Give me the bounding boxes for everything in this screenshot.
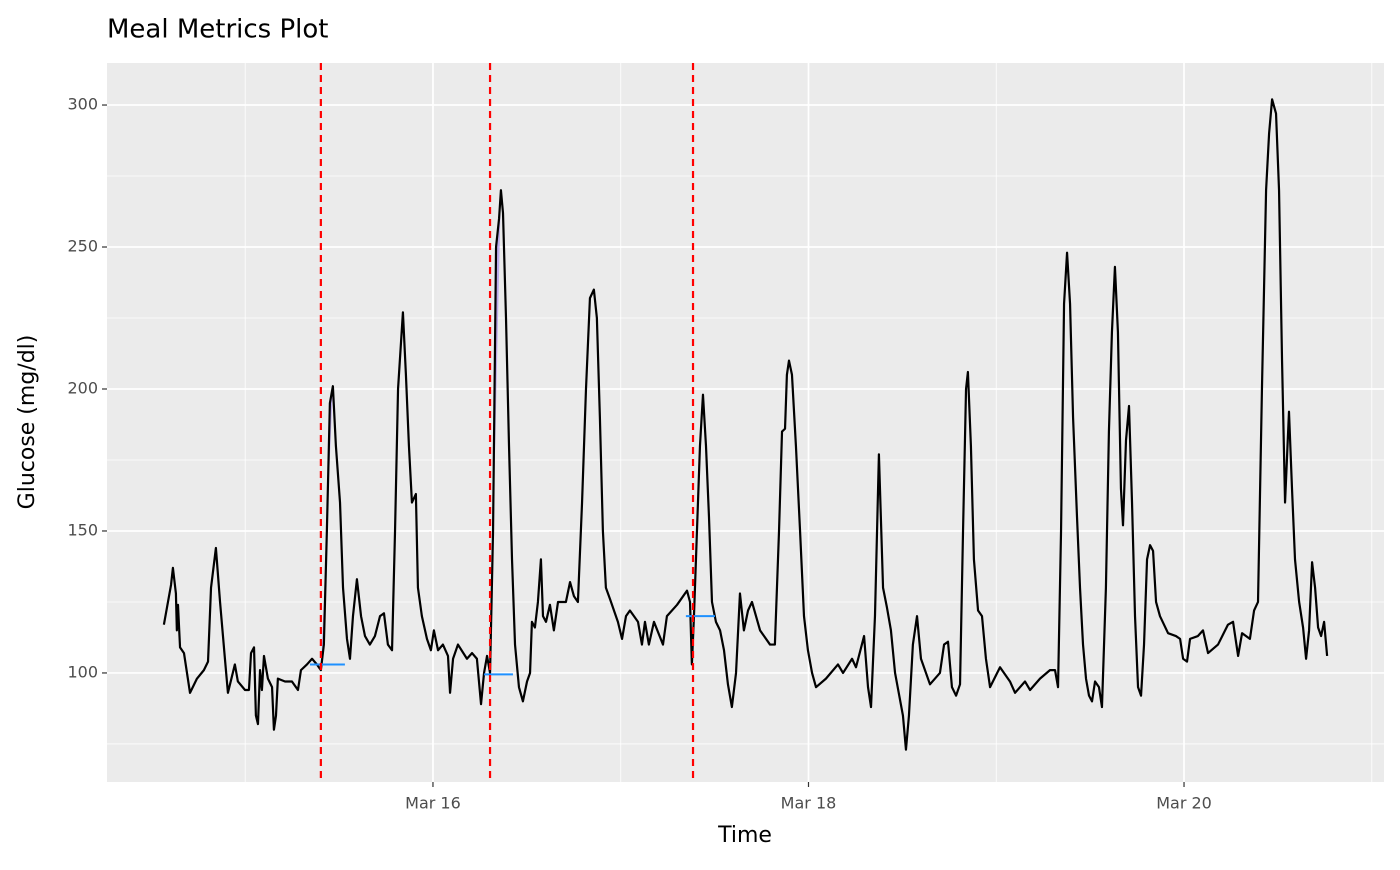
y-tick-label: 150 [67,520,98,539]
x-tick-label: Mar 16 [405,794,461,813]
rise-area [490,190,501,673]
marks [162,63,1329,782]
x-tick-label: Mar 18 [781,794,837,813]
y-tick-label: 100 [67,662,98,681]
glucose-line [162,98,1329,751]
y-tick-label: 300 [67,95,98,114]
x-axis-title: Time [717,823,772,848]
x-tick-label: Mar 20 [1156,794,1212,813]
plot-panel [107,63,1384,782]
rise-area [320,386,333,671]
chart-title: Meal Metrics Plot [107,15,329,45]
y-tick-label: 200 [67,378,98,397]
y-axis-title: Glucose (mg/dl) [15,335,40,510]
y-tick-label: 250 [67,237,98,256]
